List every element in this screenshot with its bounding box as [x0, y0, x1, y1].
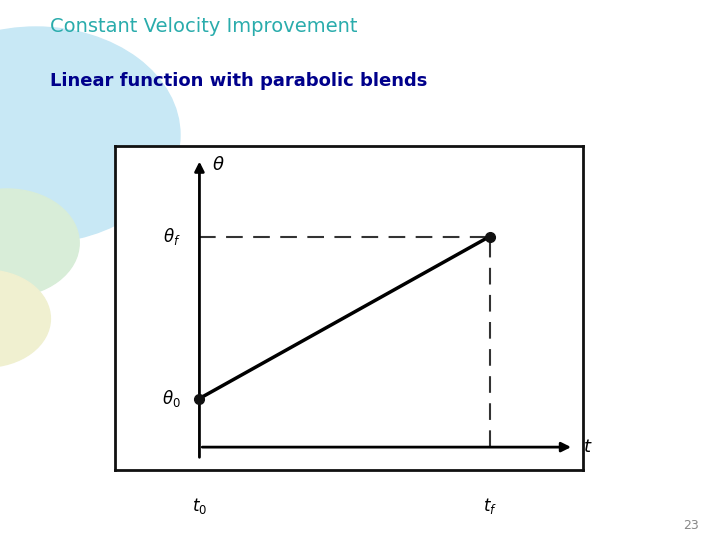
Text: $t$: $t$ [583, 438, 593, 456]
Text: Constant Velocity Improvement: Constant Velocity Improvement [50, 17, 358, 36]
Text: Linear function with parabolic blends: Linear function with parabolic blends [50, 72, 428, 90]
Text: $\theta$: $\theta$ [212, 156, 225, 173]
Text: $\theta_f$: $\theta_f$ [163, 226, 181, 247]
Text: $t_0$: $t_0$ [192, 496, 207, 516]
Text: 23: 23 [683, 519, 698, 532]
Text: $t_f$: $t_f$ [482, 496, 497, 516]
Text: $\theta_0$: $\theta_0$ [162, 388, 181, 409]
